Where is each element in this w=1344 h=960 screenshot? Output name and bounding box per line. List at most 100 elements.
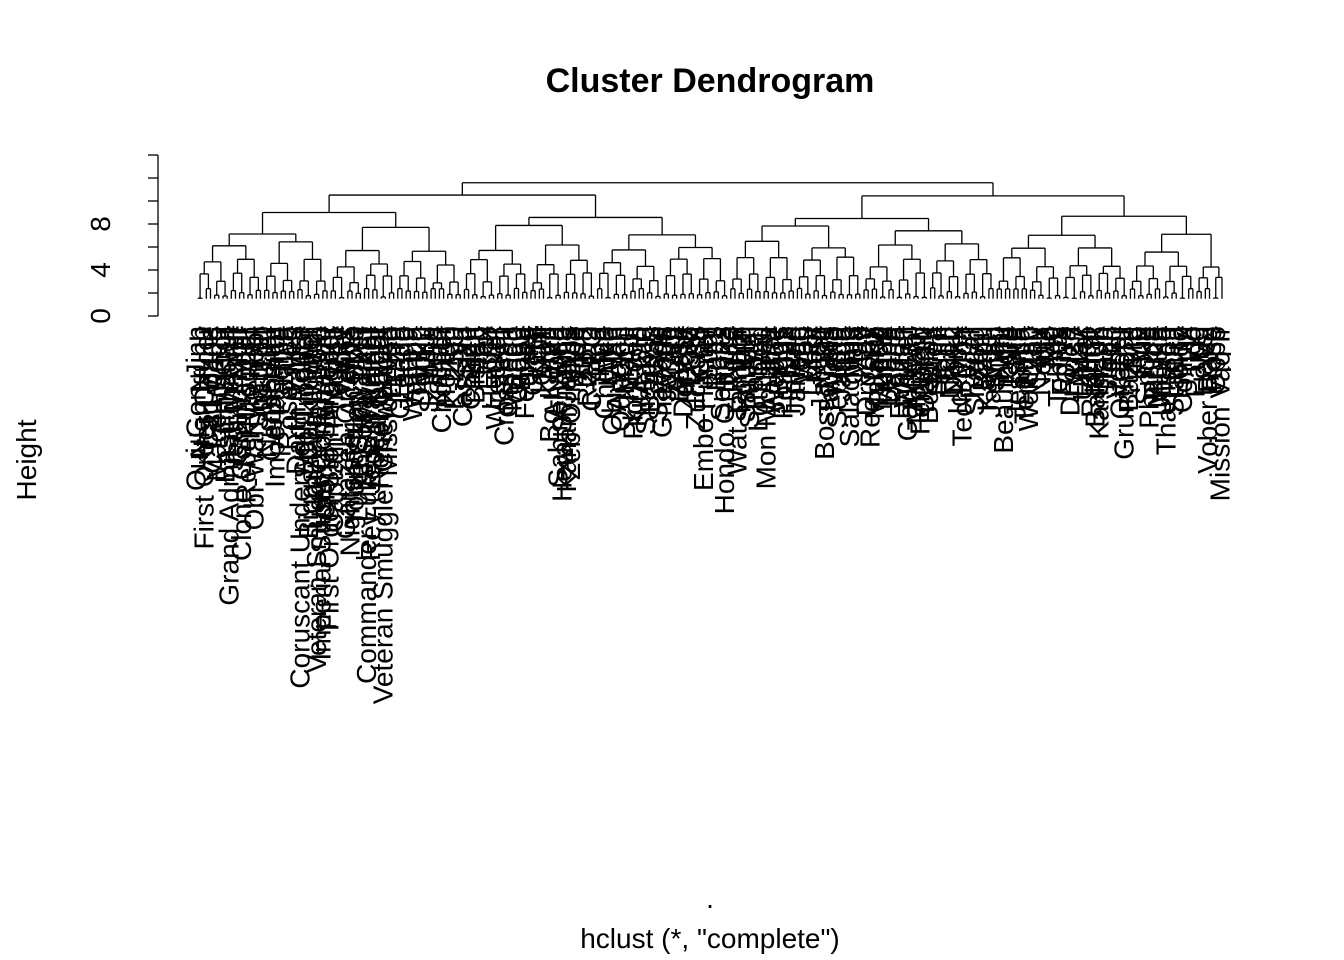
leaf-label: Savage	[642, 326, 673, 421]
leaf-label: Dannik	[909, 325, 940, 413]
leaf-label: Garindan	[892, 326, 923, 441]
leaf-label: Plo Koon	[617, 326, 648, 440]
leaf-label: Vober Dand	[1192, 326, 1223, 474]
leaf-label: Chopper	[426, 326, 457, 433]
leaf-label: IG-100	[247, 326, 278, 412]
leaf-label: Captain Phasma	[318, 326, 349, 533]
leaf-label: Ahsoka Tano	[347, 326, 378, 487]
leaf-label: Jyn	[443, 326, 474, 370]
leaf-label: Grummgar	[1109, 326, 1140, 460]
leaf-label: Leia	[393, 326, 424, 379]
dendrogram-tree	[197, 182, 1223, 299]
leaf-label: Labria	[876, 326, 907, 404]
leaf-label: Senni	[921, 326, 952, 398]
leaf-label: Coruscant Underworld Police	[284, 326, 315, 689]
leaf-label: Lirin	[950, 326, 981, 379]
leaf-label: Tech	[484, 326, 515, 385]
leaf-label: Oola	[838, 326, 869, 386]
y-tick-label: 4	[85, 262, 116, 278]
leaf-label: Ickabel	[942, 326, 973, 415]
leaf-label: Ki-Adi	[613, 326, 644, 401]
leaf-label: Tedn	[930, 326, 961, 387]
leaf-label: Momaw	[901, 325, 932, 424]
leaf-label: L3-37	[1059, 326, 1090, 398]
leaf-label: Ottegru	[1104, 326, 1135, 419]
leaf-label: Mission Vao Ir	[1204, 326, 1235, 501]
leaf-label: Rose	[1196, 326, 1227, 391]
leaf-label: Rune	[717, 326, 748, 393]
leaf-label: Jedi Master	[218, 326, 249, 471]
leaf-label: Nightsister	[251, 326, 282, 458]
leaf-label: Pao	[463, 326, 494, 376]
leaf-label: Aurra	[659, 326, 690, 395]
leaf-label: Ackbar	[755, 326, 786, 413]
leaf-label: Chewie	[588, 326, 619, 419]
leaf-label: Unkar	[1067, 326, 1098, 401]
leaf-label: Vober	[1100, 326, 1131, 399]
leaf-label: Moff	[530, 326, 561, 380]
leaf-label: Salacious	[834, 326, 865, 447]
leaf-label: Jawa	[268, 326, 299, 392]
leaf-label: R2-D2	[572, 326, 603, 407]
leaf-label: Mace Windu	[201, 326, 232, 482]
leaf-label: Wollivan	[1013, 326, 1044, 431]
leaf-label: Doikk	[938, 325, 969, 396]
leaf-label: Mace	[609, 326, 640, 394]
leaf-label: Jannah	[975, 326, 1006, 418]
leaf-label: Muftak	[867, 325, 898, 410]
leaf-label: Malakili	[859, 326, 890, 419]
leaf-label: Babu	[967, 326, 998, 391]
leaf-label: Veteran Smuggler Han Solo	[301, 326, 332, 673]
leaf-label: Wrecker	[480, 326, 511, 430]
leaf-label: Phasma	[1134, 326, 1165, 429]
leaf-label: Grand Moff	[222, 326, 253, 466]
leaf-label: Norra	[1025, 326, 1056, 396]
leaf-label: Zuckuss	[680, 326, 711, 430]
leaf-label: Boba	[505, 326, 536, 392]
leaf-label: Luminara Unduli	[297, 326, 328, 530]
leaf-label: Haysi	[1188, 326, 1219, 396]
leaf-label: Tycho	[784, 326, 815, 401]
leaf-label: Beaumont	[988, 326, 1019, 454]
leaf-label: Oppo	[1200, 326, 1231, 395]
leaf-label: Clone Commander	[226, 326, 257, 561]
leaf-label: Kaydel	[971, 326, 1002, 412]
leaf-label: Zam	[655, 326, 686, 382]
leaf-label: Dryden	[1055, 326, 1086, 416]
leaf-label: Pondo	[863, 326, 894, 407]
leaf-label: Imperial Super Commando	[305, 326, 336, 661]
leaf-label: Fennec	[509, 326, 540, 419]
leaf-label: Poe	[559, 326, 590, 376]
leaf-label: Ematt	[1154, 326, 1185, 399]
leaf-label: Garazeb Orrelios	[330, 326, 361, 539]
leaf-label: Hera	[418, 326, 449, 387]
leaf-label: Shaak Ti	[630, 326, 661, 435]
leaf-label: Echo	[472, 326, 503, 390]
y-axis: 0 4 8	[85, 154, 159, 324]
leaf-label: Boss Nass	[809, 326, 840, 460]
leaf-label: Tasu	[1088, 326, 1119, 385]
leaf-label: Obi-Wan	[597, 326, 628, 435]
leaf-label: Han	[584, 326, 615, 377]
leaf-label: IG-88	[672, 326, 703, 396]
leaf-label: Teedo	[1071, 326, 1102, 402]
leaf-label: Wedge	[759, 326, 790, 414]
leaf-label: Ezra	[380, 326, 411, 384]
leaf-label: Cara	[513, 326, 544, 387]
leaf-label: Rumi	[701, 326, 732, 391]
leaf-label: Passel	[738, 326, 769, 410]
leaf-label: Lott Dod	[742, 326, 773, 432]
leaf-label: Snoke	[1129, 326, 1160, 405]
leaf-label: Bistan	[459, 326, 490, 404]
leaf-label: Sebulba	[821, 326, 852, 429]
leaf-label: Crosshair	[488, 326, 519, 446]
leaf-label: Kanjiklub	[1084, 326, 1115, 440]
leaf-label: Sharad	[959, 326, 990, 416]
leaf-label: Imperial Pilot	[259, 326, 290, 488]
leaf-label: Grand Admiral Thrawn	[214, 326, 245, 606]
leaf-label: Brea	[917, 326, 948, 386]
leaf-label: Droopy	[851, 326, 882, 416]
leaf-label: Rose Tico	[272, 326, 303, 451]
chart-title: Cluster Dendrogram	[546, 62, 875, 100]
leaf-label: Ketwol	[896, 326, 927, 410]
